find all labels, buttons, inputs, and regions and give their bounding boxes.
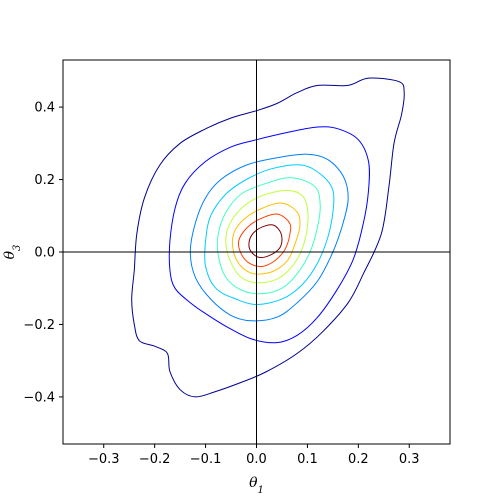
contour-level-1 — [131, 77, 405, 398]
y-tick-label: 0.2 — [34, 173, 55, 188]
x-tick-label: −0.2 — [139, 452, 171, 467]
contour-lines — [131, 77, 405, 398]
x-tick-label: 0.0 — [246, 452, 267, 467]
x-tick-label: −0.3 — [88, 452, 120, 467]
contour-level-2 — [168, 126, 370, 344]
y-tick-label: 0.4 — [34, 101, 55, 116]
y-tick-label: −0.4 — [23, 390, 55, 405]
y-axis-ticks: −0.4 −0.2 0.0 0.2 0.4 — [23, 101, 63, 405]
y-axis-label: θ3 — [2, 245, 23, 260]
contour-level-6 — [225, 189, 309, 284]
x-axis-ticks: −0.3 −0.2 −0.1 0.0 0.1 0.2 0.3 — [88, 444, 420, 467]
contour-level-5 — [216, 177, 321, 295]
contour-level-8 — [237, 213, 292, 268]
x-tick-label: 0.1 — [297, 452, 318, 467]
x-axis-label: θ1 — [249, 475, 264, 496]
x-tick-label: −0.1 — [190, 452, 222, 467]
y-tick-label: 0.0 — [34, 246, 55, 261]
x-tick-label: 0.3 — [399, 452, 420, 467]
y-tick-label: −0.2 — [23, 318, 55, 333]
contour-level-9 — [248, 224, 283, 259]
contour-level-7 — [231, 202, 301, 275]
x-tick-label: 0.2 — [348, 452, 369, 467]
contour-level-3 — [189, 153, 349, 322]
contour-level-4 — [204, 164, 335, 306]
